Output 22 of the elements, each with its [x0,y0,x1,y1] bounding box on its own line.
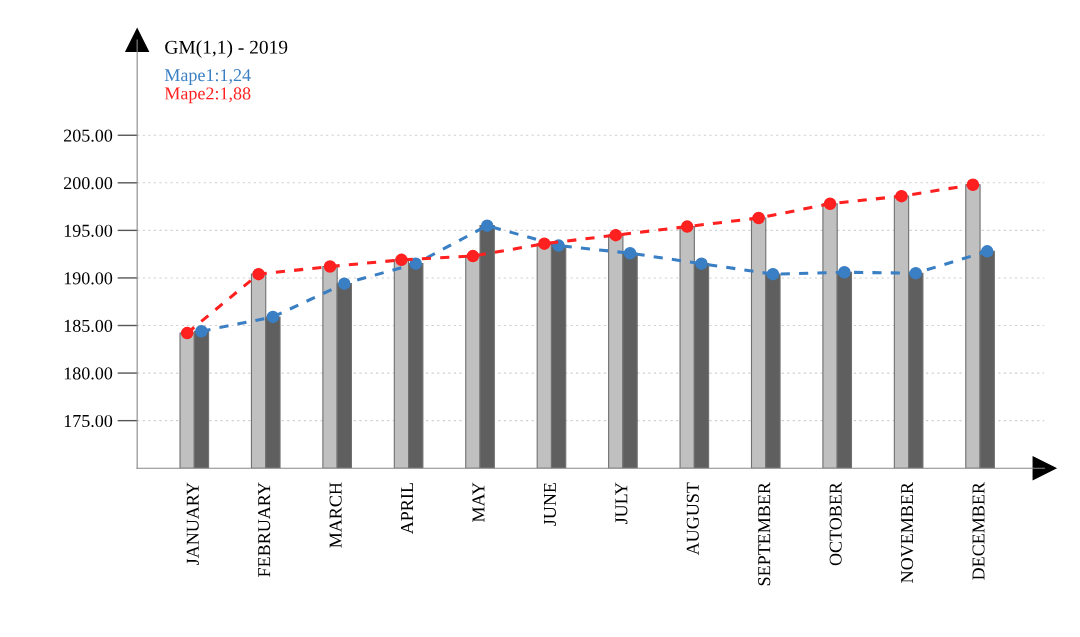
y-tick-label: 195.00 [64,224,113,237]
text: Mape1:1,24 [164,69,251,85]
x-tick-label: MARCH [329,482,342,548]
x-tick-label: JUNE [543,482,556,526]
x-tick-label: NOVEMBER [901,482,914,583]
chart-title: GM(1,1) - 2019 [165,40,288,58]
x-tick-label: JULY [615,482,628,525]
x-tick-label: AUGUST [686,482,699,556]
text: Mape2:1,88 [164,87,251,104]
y-tick-label: 185.00 [64,319,113,333]
x-tick-label: SEPTEMBER [758,482,771,586]
x-tick-label: APRIL [401,483,413,535]
x-tick-label: OCTOBER [829,482,842,566]
y-tick-label: 200.00 [63,177,113,190]
y-tick-label: 205.00 [63,129,113,142]
x-tick-label: JANUARY [186,482,199,565]
y-tick-label: 175.00 [64,414,113,428]
x-tick-label: DECEMBER [972,482,985,580]
y-tick-label: 180.00 [64,367,113,380]
x-tick-label: FEBRUARY [258,482,271,577]
x-tick-label: MAY [472,482,485,523]
y-tick-label: 190.00 [64,272,113,285]
